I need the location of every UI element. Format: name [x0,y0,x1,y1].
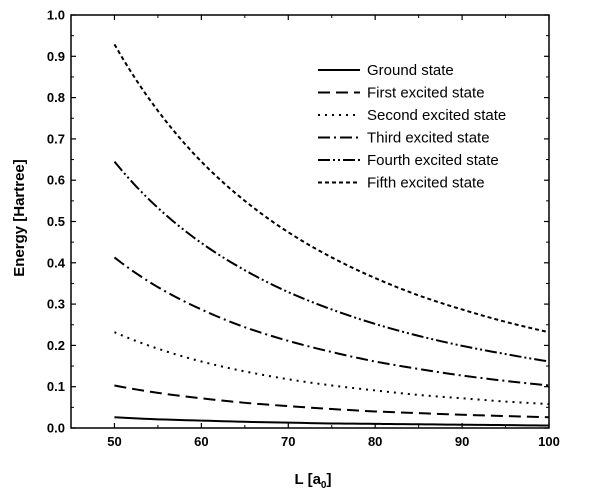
x-tick-label: 50 [107,434,121,449]
legend: Ground state First excited state Second ex… [318,62,506,192]
x-axis-label-main: L [a [295,471,322,488]
legend-label-4: Third excited state [367,130,490,147]
legend-label-1: Ground state [367,62,454,79]
y-tick-label: 0.7 [47,131,65,146]
y-tick-label: 0.2 [47,338,65,353]
series-lines [113,43,550,427]
y-tick-label: 0.1 [47,379,65,394]
y-tick-label: 0.4 [47,255,66,270]
y-tick-label: 0.5 [47,214,65,229]
legend-label-2: First excited state [367,85,485,102]
x-axis-label-subscript: 0 [321,480,327,491]
x-tick-label: 100 [538,434,560,449]
y-tick-label: 1.0 [47,8,65,23]
x-tick-label: 70 [281,434,295,449]
series-line-2 [114,384,550,419]
y-axis-label: Energy [Hartree] [11,159,28,277]
y-tick-label: 0.0 [47,421,65,436]
legend-label-5: Fourth excited state [367,152,499,169]
x-tick-label: 60 [194,434,208,449]
plot-area [70,14,550,429]
x-tick-label: 80 [368,434,382,449]
series-line-1 [114,416,550,427]
plot-frame [70,14,550,429]
x-axis-label-close: ] [326,471,331,488]
y-tick-label: 0.6 [47,173,65,188]
legend-label-6: Fifth excited state [367,175,485,192]
legend-label-3: Second excited state [367,107,506,124]
series-line-4 [113,256,550,387]
y-tick-label: 0.9 [47,49,65,64]
x-tick-label: 90 [455,434,469,449]
series-line-5 [113,160,550,363]
y-tick-label: 0.8 [47,90,65,105]
y-tick-label: 0.3 [47,297,65,312]
series-line-3 [114,331,550,406]
series-line-6 [113,43,550,334]
x-axis-label: L [a0] [295,471,332,491]
axis-ticks: 50 60 70 80 90 100 0.0 0.1 0.2 0.3 0.4 0.5 0.6 0.7 0.8… [47,8,560,450]
